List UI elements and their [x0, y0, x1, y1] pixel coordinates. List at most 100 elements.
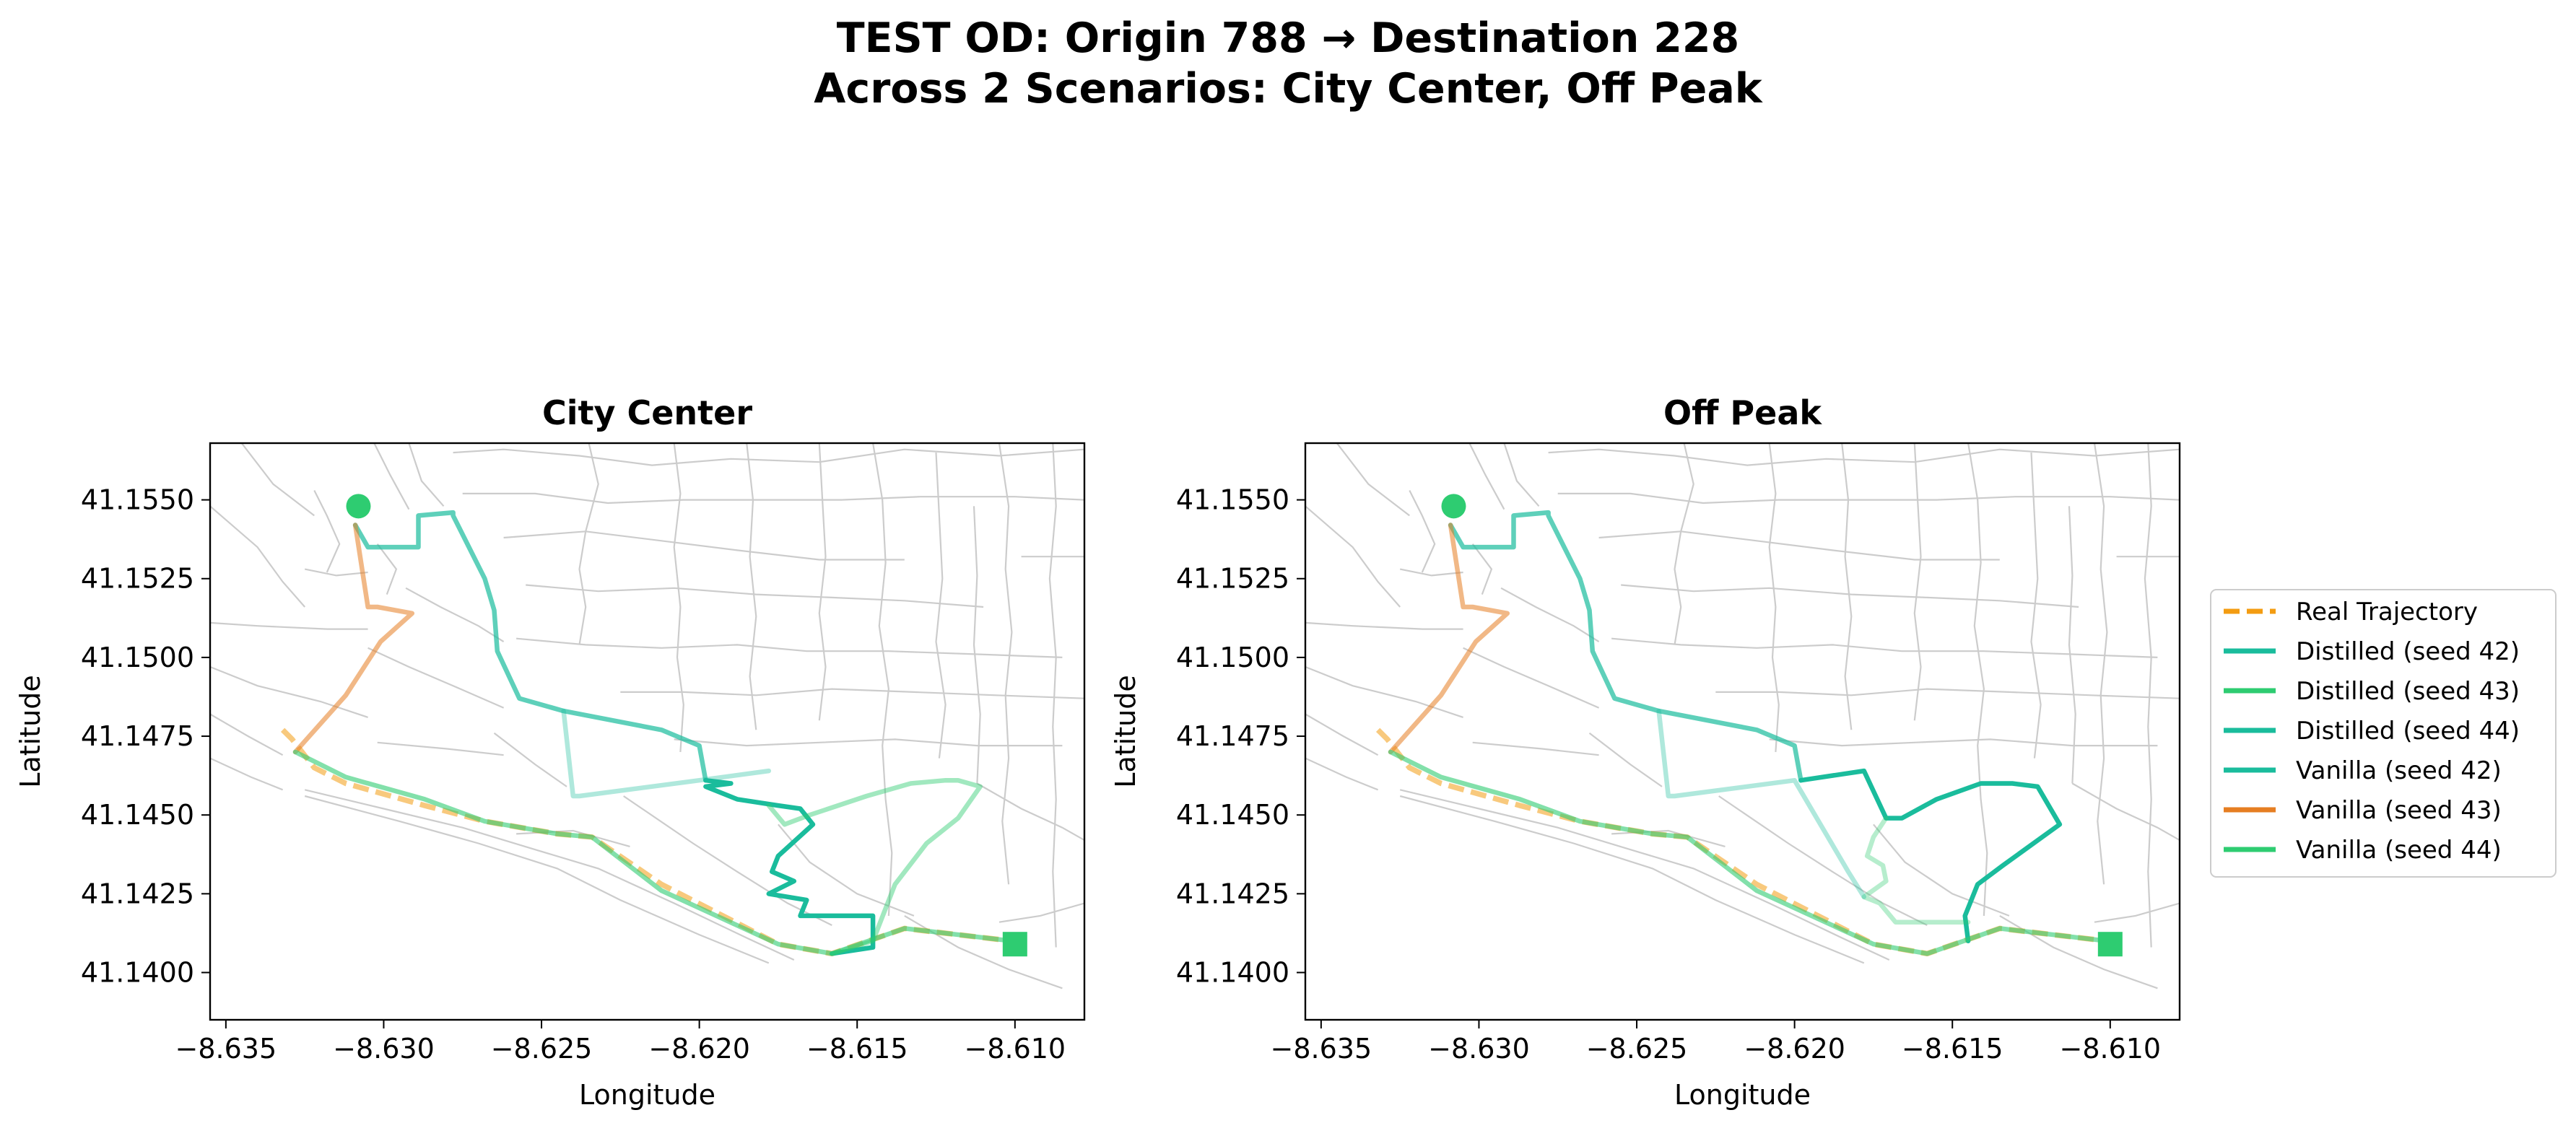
legend-label-distilled-seed-42: Distilled (seed 42) — [2296, 637, 2520, 666]
x-tick-label: −8.630 — [1428, 1033, 1530, 1065]
x-tick-label: −8.610 — [2059, 1033, 2161, 1065]
y-tick-label: 41.1550 — [1176, 484, 1289, 516]
road-segment — [998, 902, 1084, 923]
plot-content — [210, 443, 1084, 989]
road-segment — [210, 505, 306, 608]
road-segment — [304, 568, 368, 577]
axes-frame — [1304, 442, 2181, 1021]
road-segment — [1463, 647, 1600, 709]
y-tick-label: 41.1425 — [1176, 878, 1289, 909]
road-segment — [1557, 492, 2180, 504]
road-segment — [2093, 443, 2108, 885]
road-segment — [1305, 713, 1379, 756]
road-segment — [377, 741, 504, 756]
road-segment — [493, 732, 567, 787]
road-segment — [1399, 568, 1463, 577]
road-segment — [376, 543, 398, 595]
road-segment — [1841, 443, 1853, 730]
trajectory-vanilla-seed-43 — [292, 523, 415, 755]
x-tick-label: −8.620 — [1744, 1033, 1845, 1065]
road-segment — [620, 688, 1084, 699]
y-tick-label: 41.1550 — [81, 484, 194, 516]
panel-title: City Center — [542, 393, 752, 432]
trajectory-distilled-seed-43 — [766, 777, 983, 956]
road-segment — [210, 621, 368, 630]
road-segment — [1611, 637, 2158, 658]
road-segment — [1305, 505, 1401, 608]
origin-marker — [1441, 494, 1466, 519]
figure-title-line-1: TEST OD: Origin 788 → Destination 228 — [836, 14, 1740, 62]
road-segment — [210, 713, 284, 756]
trajectory-vanilla-seed-44 — [292, 749, 1014, 956]
y-tick-label: 41.1500 — [1176, 642, 1289, 673]
road-segment — [1621, 584, 2079, 608]
x-tick-label: −8.610 — [964, 1033, 1066, 1065]
panel-city-center: −8.635 −8.630 −8.625 −8.620 −8.615 −8.610 41.1… — [14, 393, 1086, 1111]
road-segment — [1305, 665, 1463, 718]
trajectory-distilled-seed-42 — [703, 777, 876, 956]
road-segment — [998, 443, 1013, 885]
road-segment — [1471, 543, 1493, 595]
road-segment — [2144, 443, 2152, 948]
x-tick-label: −8.620 — [648, 1033, 750, 1065]
road-segment — [304, 789, 795, 961]
y-tick-label: 41.1425 — [81, 878, 194, 909]
x-tick-label: −8.635 — [1271, 1033, 1372, 1065]
road-segment — [1768, 443, 1780, 752]
road-segment — [516, 637, 1063, 658]
legend-label-vanilla-seed-42: Vanilla (seed 42) — [2296, 756, 2502, 785]
road-segment — [1967, 443, 1988, 916]
x-tick-label: −8.635 — [175, 1033, 277, 1065]
origin-marker — [346, 494, 371, 519]
road-segment — [2071, 782, 2180, 842]
road-segment — [1468, 443, 1505, 510]
road-segment — [2094, 902, 2180, 923]
road-segment — [1598, 530, 2000, 561]
y-tick-label: 41.1525 — [1176, 563, 1289, 595]
road-segment — [1611, 829, 1726, 847]
y-tick-label: 41.1400 — [1176, 957, 1289, 989]
road-segment — [972, 506, 981, 784]
road-segment — [674, 738, 1063, 747]
road-segment — [1718, 795, 1928, 926]
x-axis-label: Longitude — [1674, 1079, 1811, 1111]
x-tick-label: −8.615 — [806, 1033, 908, 1065]
destination-marker — [1002, 932, 1027, 957]
legend-label-vanilla-seed-43: Vanilla (seed 43) — [2296, 796, 2502, 825]
y-tick-label: 41.1475 — [81, 720, 194, 752]
road-segment — [1715, 688, 2180, 699]
road-segment — [210, 665, 368, 718]
y-tick-label: 41.1525 — [81, 563, 194, 595]
x-axis-label: Longitude — [579, 1079, 715, 1111]
panel-off-peak: −8.635 −8.630 −8.625 −8.620 −8.615 −8.610 41.1… — [1110, 393, 2181, 1111]
road-segment — [2068, 506, 2076, 784]
road-segment — [1913, 443, 1922, 721]
road-segment — [1399, 795, 1865, 964]
road-segment — [976, 782, 1084, 842]
y-tick-label: 41.1450 — [1176, 799, 1289, 831]
figure-title-line-2: Across 2 Scenarios: City Center, Off Pea… — [814, 65, 1762, 113]
panel-title: Off Peak — [1663, 393, 1822, 432]
road-segment — [578, 443, 599, 645]
road-segment — [2030, 453, 2042, 759]
road-network — [1305, 443, 2180, 989]
y-tick-label: 41.1450 — [81, 799, 194, 831]
road-segment — [1305, 621, 1463, 630]
trajectory-vanilla-seed-44 — [1388, 749, 2110, 956]
road-segment — [1048, 443, 1057, 948]
road-segment — [1409, 490, 1436, 573]
legend-label-real-trajectory: Real Trajectory — [2296, 598, 2478, 626]
road-segment — [503, 530, 905, 561]
legend: Real Trajectory Distilled (seed 42) Distil… — [2210, 589, 2557, 878]
trajectory-vanilla-seed-42 — [1448, 510, 1803, 783]
y-tick-label: 41.1500 — [81, 642, 194, 673]
x-tick-label: −8.630 — [333, 1033, 435, 1065]
road-segment — [526, 584, 984, 608]
road-segment — [1399, 789, 1890, 961]
road-segment — [210, 757, 284, 791]
legend-label-distilled-seed-43: Distilled (seed 43) — [2296, 677, 2520, 706]
y-axis-label: Latitude — [1110, 675, 1141, 787]
road-segment — [1305, 757, 1379, 791]
y-tick-label: 41.1475 — [1176, 720, 1289, 752]
